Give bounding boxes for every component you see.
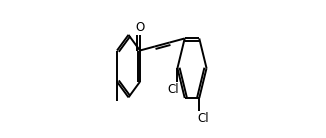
Text: O: O [135,21,144,34]
Text: Cl: Cl [167,83,179,95]
Text: Cl: Cl [198,112,209,125]
